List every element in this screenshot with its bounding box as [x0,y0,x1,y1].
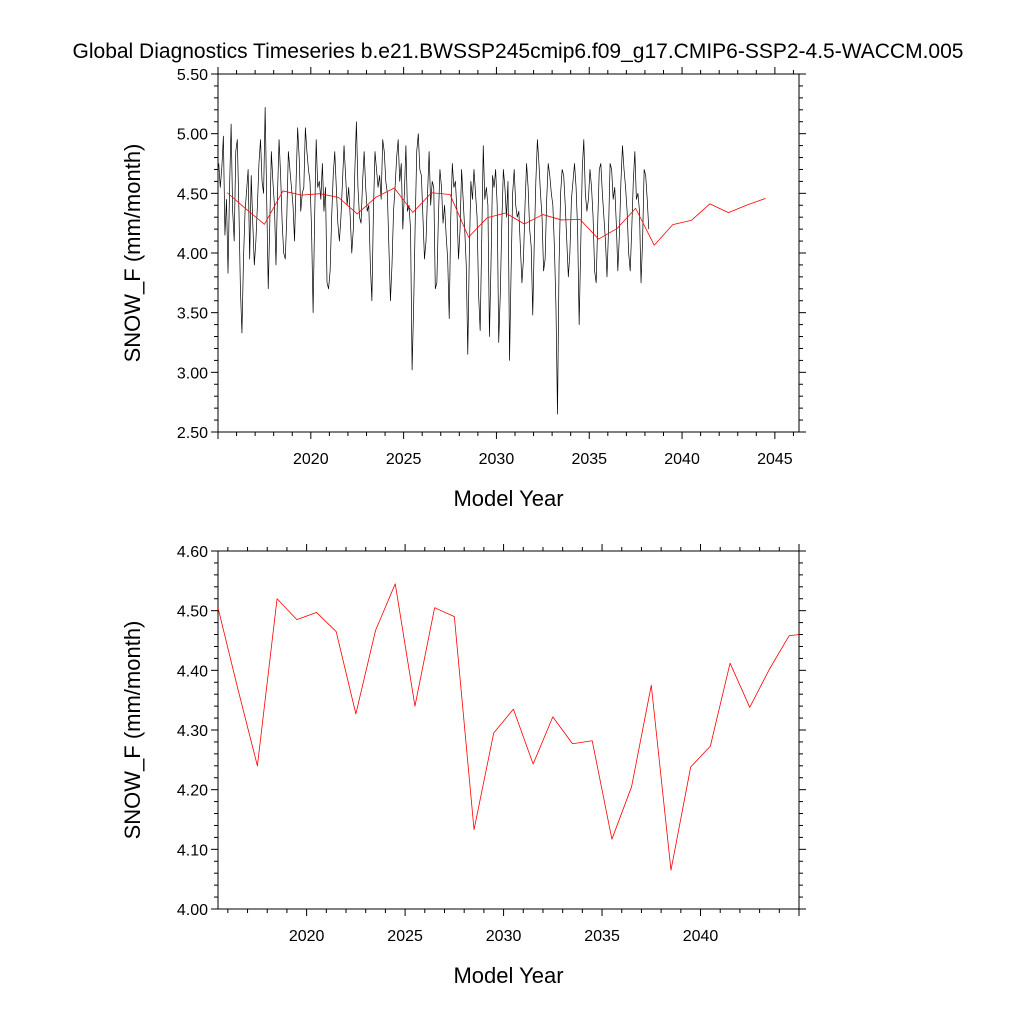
x-axis-title: Model Year [453,486,563,511]
y-tick-label: 5.00 [177,127,208,144]
y-axis-title: SNOW_F (mm/month) [120,621,145,840]
series-line-annual-mean [218,583,799,871]
y-tick-label: 2.50 [177,425,208,442]
x-tick-label: 2025 [387,928,423,945]
y-tick-label: 4.50 [177,186,208,203]
x-tick-label: 2040 [664,451,700,468]
x-tick-label: 2020 [293,451,329,468]
figure-title: Global Diagnostics Timeseries b.e21.BWSS… [73,40,964,63]
y-tick-label: 5.50 [177,67,208,84]
bottom-panel: 4.00 4.10 4.20 4.30 4.40 4.50 4.60 2020 2025 2030… [120,544,806,988]
x-axis-title: Model Year [453,963,563,988]
y-tick-label: 4.00 [177,246,208,263]
y-tick-label: 4.10 [177,842,208,859]
x-tick-label: 2040 [683,928,719,945]
x-tick-label: 2030 [486,928,522,945]
y-axis-title: SNOW_F (mm/month) [120,144,145,363]
x-tick-label: 2035 [584,928,620,945]
top-panel: 2.50 3.00 3.50 4.00 4.50 5.00 5.50 2020 2025 2030… [120,67,806,511]
x-tick-label: 2020 [289,928,325,945]
y-tick-label: 3.00 [177,365,208,382]
y-tick-label: 4.20 [177,783,208,800]
x-tick-label: 2045 [757,451,793,468]
y-tick-label: 3.50 [177,306,208,323]
x-tick-label: 2030 [479,451,515,468]
series-line-monthly [218,107,650,415]
plot-frame [217,550,800,910]
series-line-annual-mean [227,187,766,246]
x-tick-label: 2025 [386,451,422,468]
y-tick-label: 4.60 [177,544,208,561]
y-tick-label: 4.00 [177,902,208,919]
x-tick-label: 2035 [571,451,607,468]
y-tick-label: 4.30 [177,723,208,740]
y-tick-label: 4.50 [177,604,208,621]
y-tick-label: 4.40 [177,663,208,680]
